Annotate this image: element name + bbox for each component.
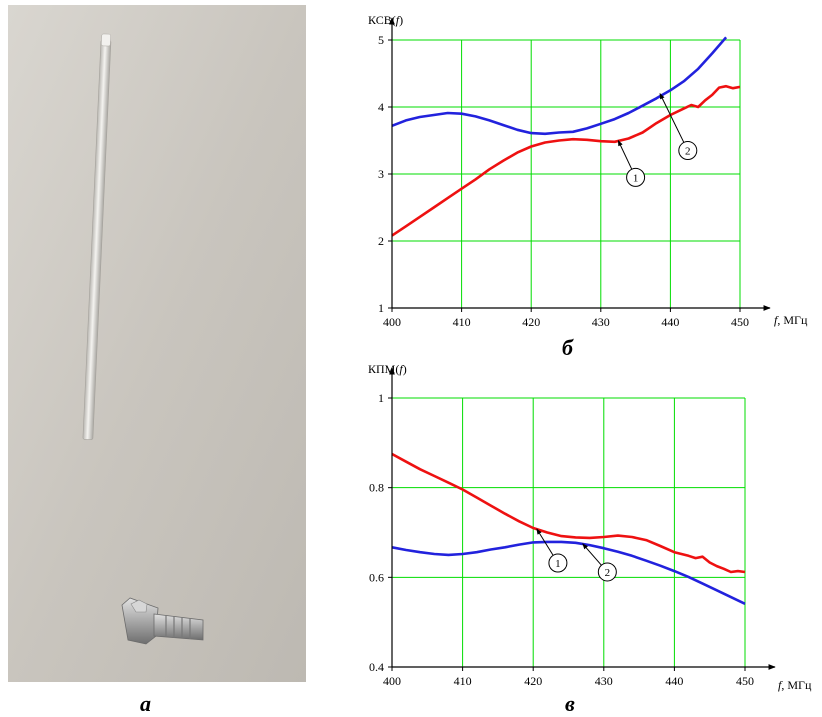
twr-y-tick-label-0: 0.4 [369, 660, 384, 674]
vswr-callout-arrow-2 [659, 93, 685, 143]
twr-callout-circle-1 [548, 553, 568, 573]
twr-x-tick-label-1: 410 [454, 674, 472, 688]
twr-y-tick-label-1: 0.6 [369, 570, 384, 584]
vswr-series-layer [391, 36, 741, 237]
vswr-y-tick-label-4: 5 [378, 33, 384, 47]
vswr-y-tick-label-2: 3 [378, 167, 384, 181]
twr-y-tick-label-3: 1 [378, 391, 384, 405]
twr-callout-circle-2 [597, 562, 617, 582]
vswr-y-tick-label-1: 2 [378, 234, 384, 248]
vswr-axes [389, 17, 771, 311]
vswr-series-2-line [391, 36, 728, 136]
twr-callouts: 12 [536, 528, 617, 582]
vswr-x-tick-label-2: 420 [522, 315, 540, 329]
twr-tick-labels: 400 410 420 430 440 450 0.4 0.6 0.8 1 [369, 391, 754, 688]
vswr-callouts: 12 [617, 93, 698, 187]
vswr-x-tick-label-0: 400 [383, 315, 401, 329]
panel-label-c: в [565, 691, 575, 716]
twr-series-1-line [391, 452, 746, 574]
twr-x-tick-label-3: 430 [595, 674, 613, 688]
photo-background [8, 5, 306, 682]
antenna-photo: а [8, 5, 306, 716]
twr-x-tick-label-5: 450 [736, 674, 754, 688]
vswr-x-tick-label-1: 410 [453, 315, 471, 329]
antenna-rod [82, 33, 112, 441]
vswr-callout-circle-2 [678, 141, 698, 161]
twr-callout-label-1: 1 [555, 558, 561, 570]
panel-label-a: а [140, 691, 151, 716]
twr-x-axis-label: f, МГц [778, 678, 812, 692]
twr-y-tick-label-2: 0.8 [369, 481, 384, 495]
vswr-x-axis-label: f, МГц [774, 313, 808, 327]
twr-series-layer [391, 452, 746, 605]
twr-grid [392, 397, 746, 667]
twr-x-tick-label-4: 440 [665, 674, 683, 688]
twr-x-tick-label-0: 400 [383, 674, 401, 688]
vswr-x-tick-label-5: 450 [731, 315, 749, 329]
vswr-y-axis-label: КСВ(f) [368, 13, 403, 27]
vswr-x-tick-label-4: 440 [661, 315, 679, 329]
panel-label-b: б [562, 335, 574, 360]
twr-x-tick-label-2: 420 [524, 674, 542, 688]
twr-axes [389, 367, 776, 670]
coaxial-connector [121, 597, 204, 645]
twr-callout-arrow-1 [536, 528, 554, 556]
vswr-callout-label-1: 1 [633, 172, 639, 184]
twr-callout-arrow-2 [582, 543, 602, 566]
twr-series-2-line [391, 540, 746, 605]
twr-y-axis-label: КПМ(f) [368, 362, 407, 376]
vswr-grid [392, 39, 741, 308]
vswr-x-tick-label-3: 430 [592, 315, 610, 329]
vswr-callout-circle-1 [626, 167, 646, 187]
vswr-callout-arrow-1 [617, 139, 633, 170]
vswr-y-tick-label-3: 4 [378, 100, 384, 114]
vswr-y-tick-label-0: 1 [378, 301, 384, 315]
vswr-series-1-line [391, 84, 741, 237]
twr-callout-label-2: 2 [605, 567, 611, 579]
vswr-callout-label-2: 2 [685, 146, 691, 158]
